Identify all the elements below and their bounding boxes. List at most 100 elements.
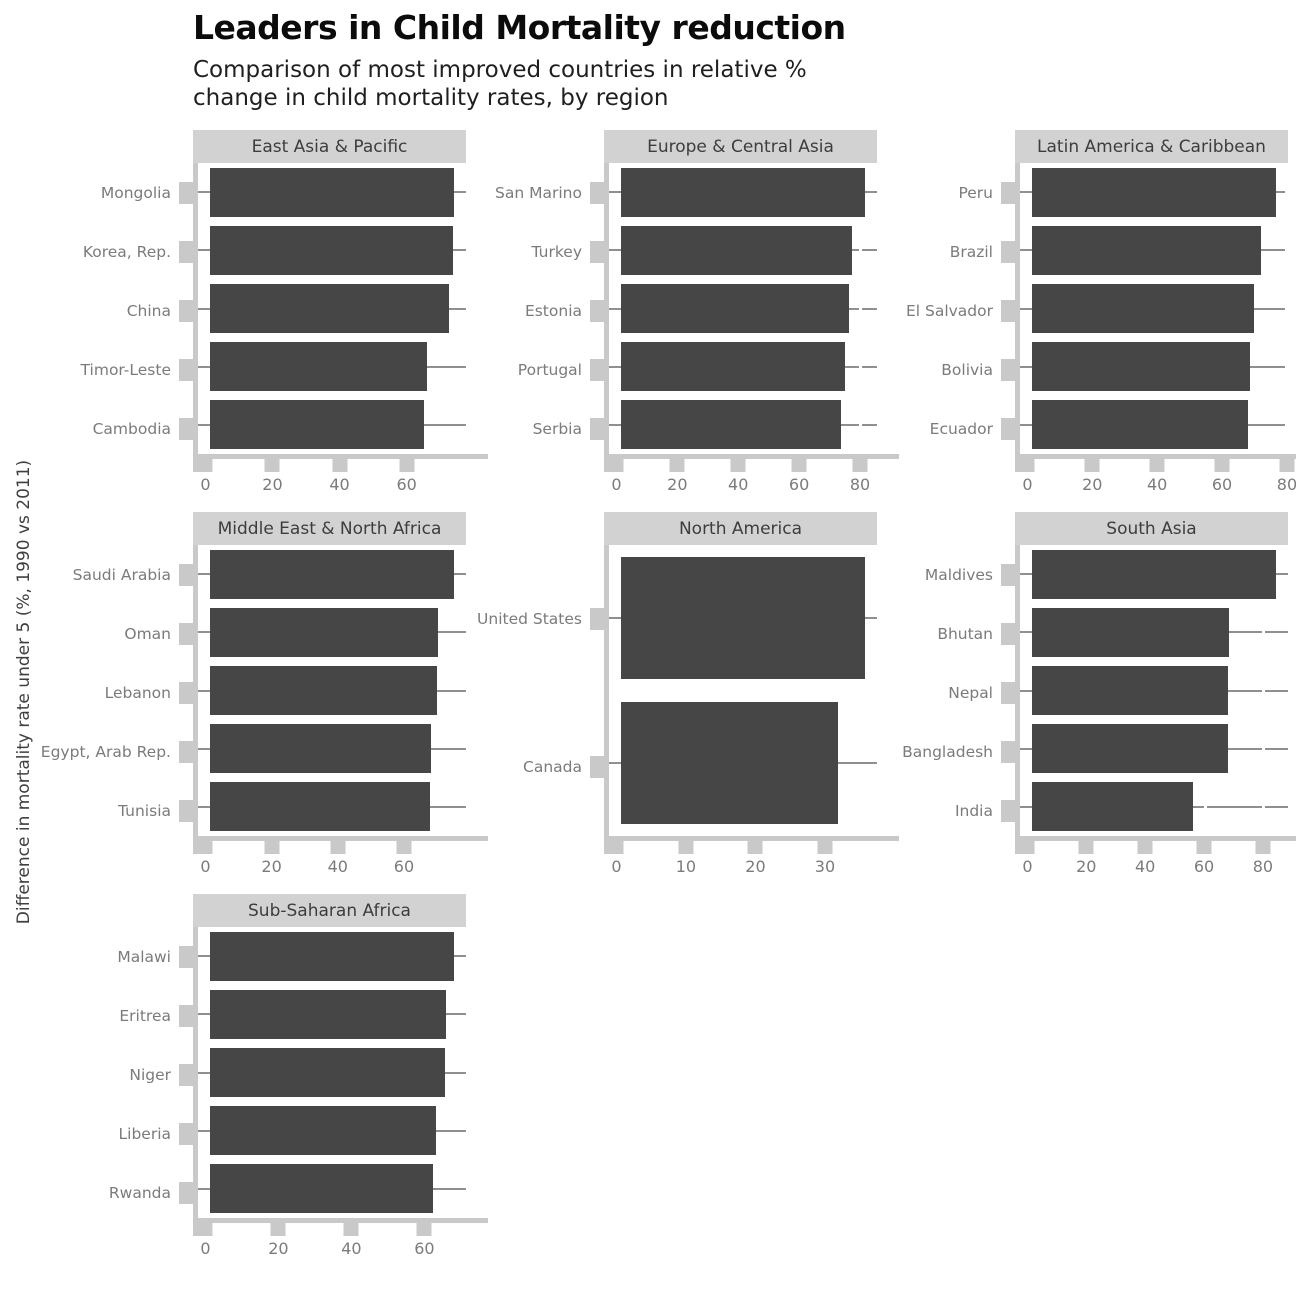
category-label: Serbia <box>532 420 582 439</box>
bar <box>1032 225 1262 275</box>
x-tick <box>1084 459 1100 472</box>
x-tick-label: 10 <box>675 857 697 876</box>
y-tick <box>590 756 604 778</box>
category-axis: Mongolia Korea, Rep. China Timor-Leste Cambo… <box>55 163 193 459</box>
category-axis: United States Canada <box>466 545 604 841</box>
bar <box>210 549 454 599</box>
bar <box>210 167 454 217</box>
bar <box>210 989 446 1039</box>
bar <box>210 400 424 450</box>
y-tick <box>1001 181 1015 204</box>
x-tick <box>730 459 746 472</box>
facet-title: Europe & Central Asia <box>647 136 834 157</box>
y-tick <box>1001 682 1015 704</box>
x-tick-label: 20 <box>745 857 766 876</box>
y-tick <box>1001 300 1015 322</box>
bar <box>1032 724 1228 774</box>
bar <box>210 724 432 774</box>
facets-grid: East Asia & Pacific Mongolia Korea, Rep. Ch… <box>41 130 1296 1267</box>
x-tick <box>343 1223 359 1236</box>
x-tick <box>1149 459 1165 472</box>
x-tick-label: 0 <box>611 475 622 494</box>
x-tick <box>1019 459 1035 472</box>
x-tick <box>608 459 624 472</box>
facet-body: Mongolia Korea, Rep. China Timor-Leste Cambo… <box>55 163 488 472</box>
x-axis: 0 10 20 30 <box>604 841 877 885</box>
x-tick <box>608 841 624 854</box>
x-axis: 0 20 40 60 <box>193 1223 466 1267</box>
x-tick-label: 60 <box>788 475 810 494</box>
facet-body: United States Canada <box>466 545 899 854</box>
x-tick-label: 60 <box>414 1239 435 1258</box>
category-label: El Salvador <box>905 302 993 320</box>
y-tick <box>590 418 604 441</box>
x-tick <box>332 459 348 472</box>
x-tick <box>1214 459 1230 472</box>
bar <box>1032 400 1249 450</box>
x-tick-label: 60 <box>396 475 417 494</box>
bar <box>1032 549 1276 599</box>
category-label: Liberia <box>118 1125 172 1144</box>
y-tick <box>179 945 193 968</box>
x-tick-label: 40 <box>1146 475 1168 494</box>
category-label: India <box>954 802 993 821</box>
y-tick <box>1001 418 1015 441</box>
category-axis: San Marino Turkey Estonia Portugal Serbia <box>466 163 604 459</box>
x-tick <box>747 841 763 854</box>
bar <box>621 284 849 333</box>
facet-strip: Middle East & North Africa <box>193 512 466 545</box>
category-label: Bhutan <box>937 624 993 643</box>
category-label: Ecuador <box>929 420 993 439</box>
x-tick-label: 40 <box>329 475 350 494</box>
x-tick-label: 0 <box>200 857 211 876</box>
bar <box>1032 782 1194 832</box>
y-axis-label: Difference in mortality rate under 5 (%,… <box>14 459 34 925</box>
chart-title: Leaders in Child Mortality reduction <box>193 8 846 47</box>
category-label: Peru <box>958 183 993 202</box>
x-axis: 0 20 40 60 <box>193 459 466 503</box>
facet-strip: Europe & Central Asia <box>604 130 877 163</box>
bar <box>210 284 450 333</box>
facet-middle-east-north-africa: Middle East & North Africa Saudi Arabia Om… <box>41 512 488 885</box>
bar <box>621 167 865 217</box>
category-label: Estonia <box>524 302 582 320</box>
bar <box>621 225 853 275</box>
facet-title: South Asia <box>1106 518 1197 539</box>
category-axis: Maldives Bhutan Nepal Bangladesh India <box>877 545 1015 841</box>
category-label: Cambodia <box>92 420 171 439</box>
axis-break-line <box>687 545 691 836</box>
bar <box>621 556 865 679</box>
facet-body: Malawi Eritrea Niger Liberia Rwanda <box>55 927 488 1236</box>
x-tick-label: 60 <box>393 857 415 876</box>
axis-break-line <box>824 545 828 836</box>
x-tick-label: 20 <box>268 1239 289 1258</box>
x-axis: 0 20 40 60 80 <box>1015 841 1288 885</box>
x-tick <box>1279 459 1295 472</box>
category-label: Egypt, Arab Rep. <box>40 743 171 762</box>
category-label: Bangladesh <box>902 743 993 762</box>
y-tick <box>179 741 193 764</box>
facet-south-asia: South Asia Maldives Bhutan Nepal Bangladesh I… <box>877 512 1296 885</box>
panel <box>604 163 899 472</box>
facet-strip: North America <box>604 512 877 545</box>
facet-title: East Asia & Pacific <box>251 136 408 157</box>
category-label: Maldives <box>924 565 993 584</box>
x-tick-label: 30 <box>814 857 836 876</box>
facet-title: Sub-Saharan Africa <box>248 900 411 921</box>
y-tick <box>590 240 604 263</box>
x-tick <box>1137 841 1153 854</box>
category-label: Bolivia <box>941 361 993 380</box>
panel <box>604 545 899 854</box>
x-tick-label: 60 <box>1193 857 1215 876</box>
bar <box>210 782 431 832</box>
y-tick <box>179 622 193 645</box>
x-tick <box>399 459 415 472</box>
x-tick-label: 20 <box>1082 475 1103 494</box>
x-tick-label: 60 <box>1211 475 1233 494</box>
facet-body: Peru Brazil El Salvador Bolivia Ecuador <box>877 163 1296 472</box>
facet-sub-saharan-africa: Sub-Saharan Africa Malawi Eritrea Niger Libe… <box>55 894 488 1267</box>
y-tick <box>179 1182 193 1205</box>
bar <box>621 400 841 450</box>
x-axis: 0 20 40 60 <box>193 841 466 885</box>
category-axis: Saudi Arabia Oman Lebanon Egypt, Arab Rep. T… <box>41 545 193 841</box>
